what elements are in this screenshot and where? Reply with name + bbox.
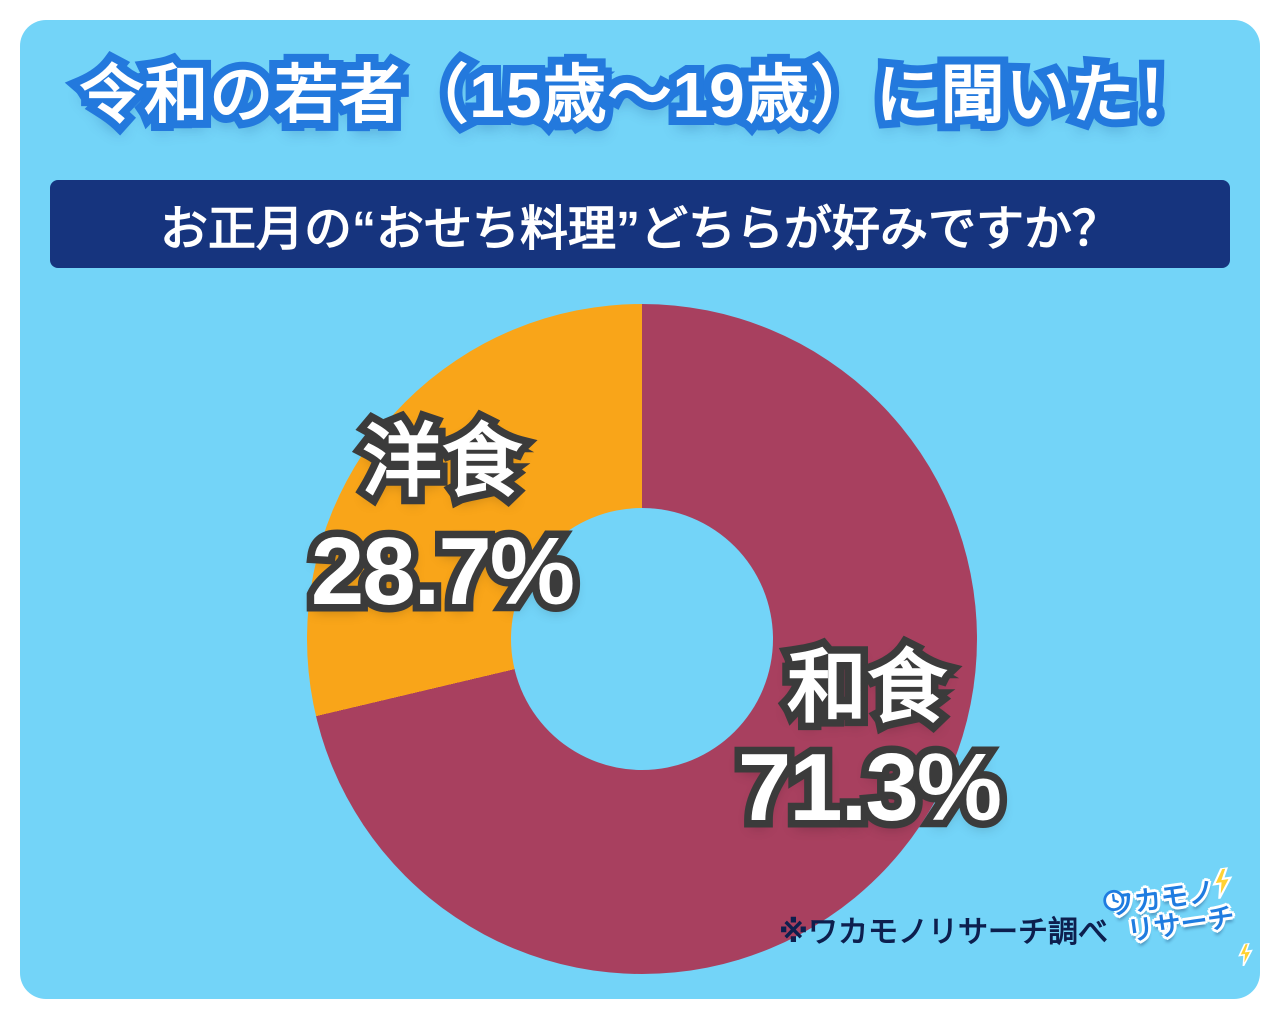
page-title-text: 令和の若者（15歳～19歳）に聞いた！: [79, 59, 1201, 131]
western-label-outline: 洋食: [355, 410, 530, 513]
segment-value-western-food: 28.7% 28.7%: [303, 512, 582, 632]
clock-icon: [1103, 889, 1125, 912]
page-title: 令和の若者（15歳～19歳）に聞いた！ 令和の若者（15歳～19歳）に聞いた！: [20, 52, 1260, 139]
segment-value-japanese-food: 71.3% 71.3%: [730, 728, 1009, 848]
wakamono-research-logo: ワカモノ リサーチ: [1103, 866, 1253, 991]
source-note: ※ワカモノリサーチ調べ: [778, 916, 1108, 949]
donut-hole: [511, 508, 773, 770]
japanese-value-outline: 71.3%: [730, 728, 1009, 848]
question-banner: お正月の“おせち料理”どちらが好みですか？: [50, 180, 1230, 268]
western-value-outline: 28.7%: [303, 512, 582, 632]
infographic-frame: 令和の若者（15歳～19歳）に聞いた！ 令和の若者（15歳～19歳）に聞いた！ …: [20, 20, 1260, 999]
japanese-label-text: 和食: [787, 643, 947, 732]
question-text: お正月の“おせち料理”どちらが好みですか？: [159, 203, 1120, 256]
page-title-outline: 令和の若者（15歳～19歳）に聞いた！: [71, 52, 1207, 139]
lightning-icon-small: [1238, 942, 1253, 967]
segment-label-japanese-food: 和食 和食: [780, 636, 955, 739]
western-label-text: 洋食: [362, 417, 522, 506]
japanese-label-outline: 和食: [780, 636, 955, 739]
segment-label-western-food: 洋食 洋食: [355, 410, 530, 513]
lightning-icon: [1212, 866, 1233, 900]
western-value-text: 28.7%: [310, 518, 575, 626]
donut-chart: 洋食 洋食 28.7% 28.7% 和食 和食 71.3% 71.3%: [303, 304, 1010, 974]
japanese-value-text: 71.3%: [737, 734, 1002, 842]
